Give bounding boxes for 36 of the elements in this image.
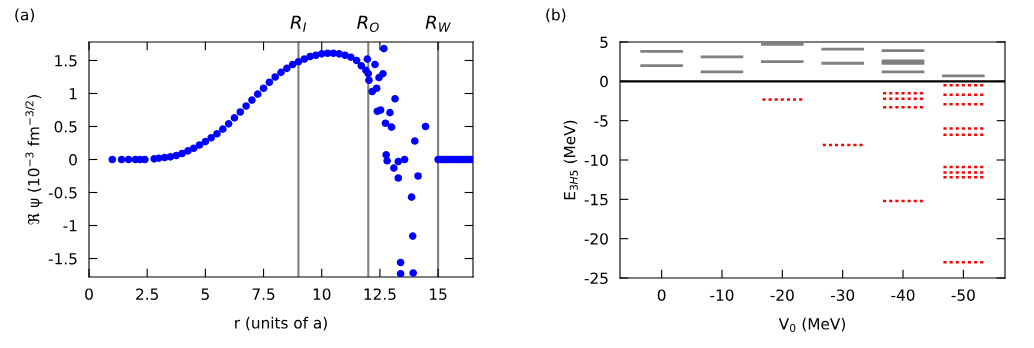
ref-line-label: R$_{O}$ xyxy=(357,15,379,32)
x-tick-label: -30 xyxy=(830,289,855,301)
y-tick-label: 1.5 xyxy=(55,55,77,67)
x-tick-label: -50 xyxy=(951,289,975,301)
ref-line-label: R$_{I}$ xyxy=(290,15,307,32)
y-tick-label: 0 xyxy=(600,75,608,88)
x-tick-label: -40 xyxy=(891,289,915,301)
y-tick-label: 5 xyxy=(600,36,608,49)
y-tick-label: 0 xyxy=(69,153,77,166)
y-tick-label: -25 xyxy=(584,272,608,285)
x-tick-label: 7.5 xyxy=(252,288,275,300)
y-tick-label: -15 xyxy=(584,194,608,206)
chart-title: (a) xyxy=(15,8,34,23)
y-tick-label: -1 xyxy=(63,220,77,232)
y-tick-label: -20 xyxy=(584,233,608,245)
x-tick-label: 15 xyxy=(430,288,447,300)
y-axis-title: ℜ ψ (10$^{−3}$ fm$^{−3/2}$) xyxy=(25,95,43,225)
y-axis-title: E$_{3H5}$ (MeV) xyxy=(563,120,578,200)
x-tick-label: 12.5 xyxy=(364,288,396,300)
x-axis-title: r (units of a) xyxy=(235,316,327,331)
y-tick-label: 0.5 xyxy=(54,120,77,133)
x-tick-label: 5 xyxy=(201,288,209,300)
x-tick-label: 0 xyxy=(657,289,666,301)
x-tick-label: 0 xyxy=(85,288,93,300)
y-tick-label: 1 xyxy=(69,88,77,100)
x-tick-label: 2.5 xyxy=(136,288,158,300)
y-tick-label: -10 xyxy=(584,154,608,167)
x-tick-label: -20 xyxy=(770,289,794,301)
x-axis-title: V$_{0}$ (MeV) xyxy=(778,317,845,333)
x-tick-label: 10 xyxy=(313,288,331,300)
y-tick-label: -5 xyxy=(594,115,608,127)
ref-line-label: R$_{W}$ xyxy=(425,15,451,32)
chart-title: (b) xyxy=(546,8,566,23)
y-tick-label: -1.5 xyxy=(48,253,77,265)
y-tick-label: -0.5 xyxy=(48,186,77,199)
x-tick-label: -10 xyxy=(710,289,734,301)
